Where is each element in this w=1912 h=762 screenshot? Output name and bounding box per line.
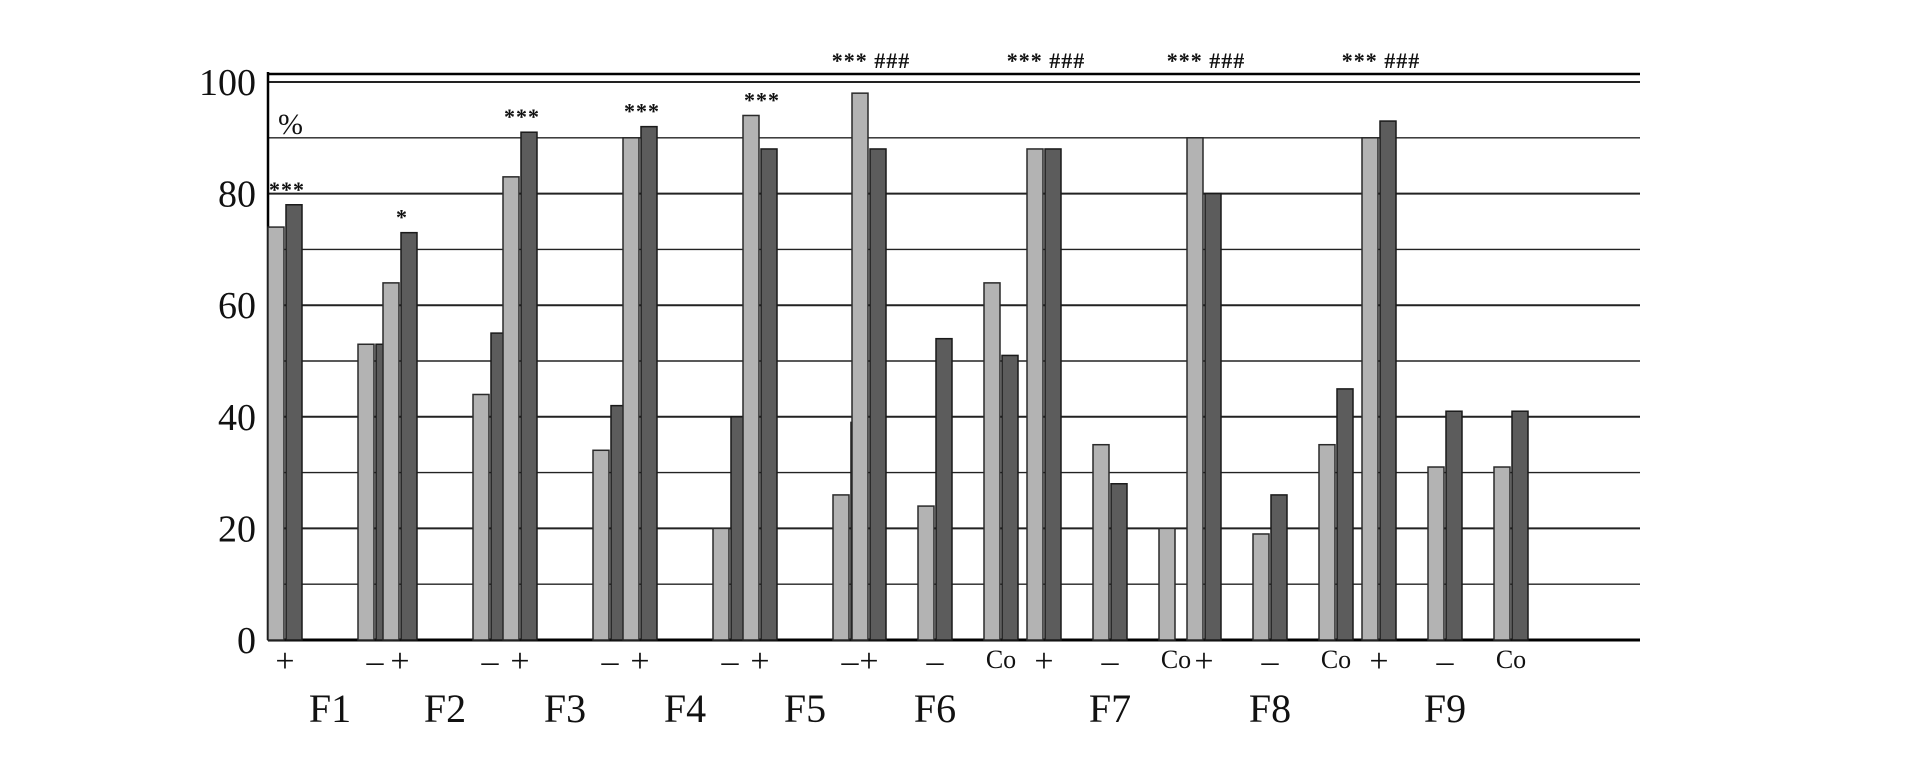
bar-dark xyxy=(1379,120,1397,641)
y-tick-label: 80 xyxy=(218,174,256,216)
group-label: F2 xyxy=(424,686,466,731)
bar-light xyxy=(1092,443,1110,641)
bar-category-label: – xyxy=(926,643,945,680)
group-label: F8 xyxy=(1249,686,1291,731)
y-tick-label: 60 xyxy=(218,285,256,327)
significance-marker: *** xyxy=(269,177,305,202)
bar-dark xyxy=(1445,410,1463,641)
group-label: F4 xyxy=(664,686,706,731)
bar-dark xyxy=(285,204,303,641)
significance-marker: *** ### xyxy=(1167,48,1246,73)
bar-category-label: – xyxy=(1261,643,1280,680)
y-tick-label: 100 xyxy=(199,62,256,104)
bar-category-label: – xyxy=(366,643,385,680)
bar-dark xyxy=(1204,192,1222,641)
group-label: F7 xyxy=(1089,686,1131,731)
bar-light xyxy=(1318,443,1336,641)
bar-category-label: Co xyxy=(986,645,1016,674)
group-label: F5 xyxy=(784,686,826,731)
bar-category-label: + xyxy=(750,643,769,680)
bar-category-label: + xyxy=(630,643,649,680)
significance-marker: * xyxy=(396,205,408,230)
bar-category-label: – xyxy=(1436,643,1455,680)
bar-dark xyxy=(1044,148,1062,641)
y-unit-label: % xyxy=(278,108,303,141)
y-tick-label: 0 xyxy=(237,620,256,662)
bar-light xyxy=(382,282,400,641)
bar-light xyxy=(622,137,640,641)
y-tick-label: 20 xyxy=(218,508,256,550)
bar-light xyxy=(1252,533,1270,641)
bar-light xyxy=(1186,137,1204,641)
bar-light xyxy=(1493,466,1511,641)
bar-light xyxy=(502,176,520,641)
bar-category-label: + xyxy=(1369,643,1388,680)
significance-marker: *** ### xyxy=(832,48,911,73)
bar-category-label: Co xyxy=(1321,645,1351,674)
bar-category-label: + xyxy=(510,643,529,680)
bar-dark xyxy=(760,148,778,641)
bar-light xyxy=(917,505,935,641)
bar-category-label: Co xyxy=(1496,645,1526,674)
bar-category-label: Co xyxy=(1161,645,1191,674)
bar-light xyxy=(832,494,850,641)
bar-light xyxy=(851,92,869,641)
bar-light xyxy=(267,226,285,641)
bar-light xyxy=(983,282,1001,641)
bar-light xyxy=(357,343,375,641)
group-label: F3 xyxy=(544,686,586,731)
bar-light xyxy=(742,114,760,641)
bar-dark xyxy=(520,131,538,641)
bar-light xyxy=(472,393,490,641)
bar-dark xyxy=(1001,354,1019,641)
bar-dark xyxy=(1270,494,1288,641)
significance-marker: *** xyxy=(624,99,660,124)
bar-dark xyxy=(1511,410,1529,641)
bar-category-label: – xyxy=(721,643,740,680)
bar-light xyxy=(592,449,610,641)
bar-light xyxy=(1158,527,1176,641)
bar-light xyxy=(1361,137,1379,641)
bar-category-label: + xyxy=(859,643,878,680)
significance-marker: *** xyxy=(504,104,540,129)
bar-category-label: + xyxy=(275,643,294,680)
significance-marker: *** xyxy=(744,87,780,112)
group-label: F9 xyxy=(1424,686,1466,731)
group-label: F1 xyxy=(309,686,351,731)
group-label: F6 xyxy=(914,686,956,731)
bar-category-label: + xyxy=(390,643,409,680)
bar-light xyxy=(1026,148,1044,641)
bar-category-label: + xyxy=(1034,643,1053,680)
bar-dark xyxy=(400,231,418,641)
bar-category-label: – xyxy=(1101,643,1120,680)
bar-light xyxy=(712,527,730,641)
bar-dark xyxy=(640,125,658,641)
bar-dark xyxy=(1110,483,1128,641)
bar-category-label: + xyxy=(1194,643,1213,680)
y-tick-label: 40 xyxy=(218,397,256,439)
significance-marker: *** ### xyxy=(1342,48,1421,73)
bar-dark xyxy=(935,337,953,641)
bar-category-label: – xyxy=(481,643,500,680)
bar-category-label: – xyxy=(601,643,620,680)
bar-category-label: – xyxy=(841,643,860,680)
significance-marker: *** ### xyxy=(1007,48,1086,73)
bar-dark xyxy=(869,148,887,641)
bar-light xyxy=(1427,466,1445,641)
bar-dark xyxy=(1336,388,1354,641)
